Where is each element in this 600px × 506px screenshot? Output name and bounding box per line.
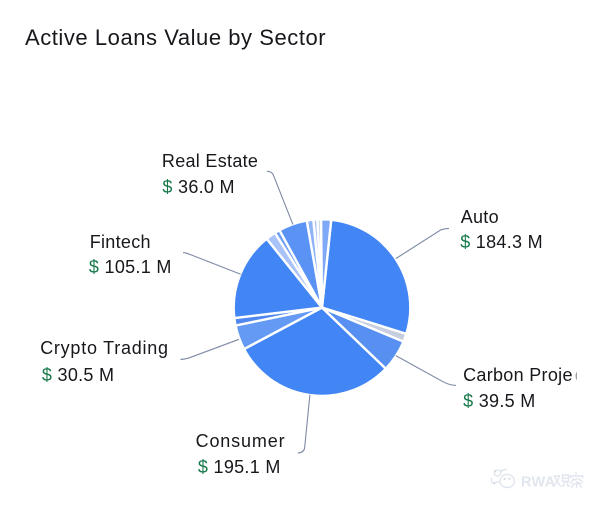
svg-text:RWA: RWA <box>521 475 556 491</box>
